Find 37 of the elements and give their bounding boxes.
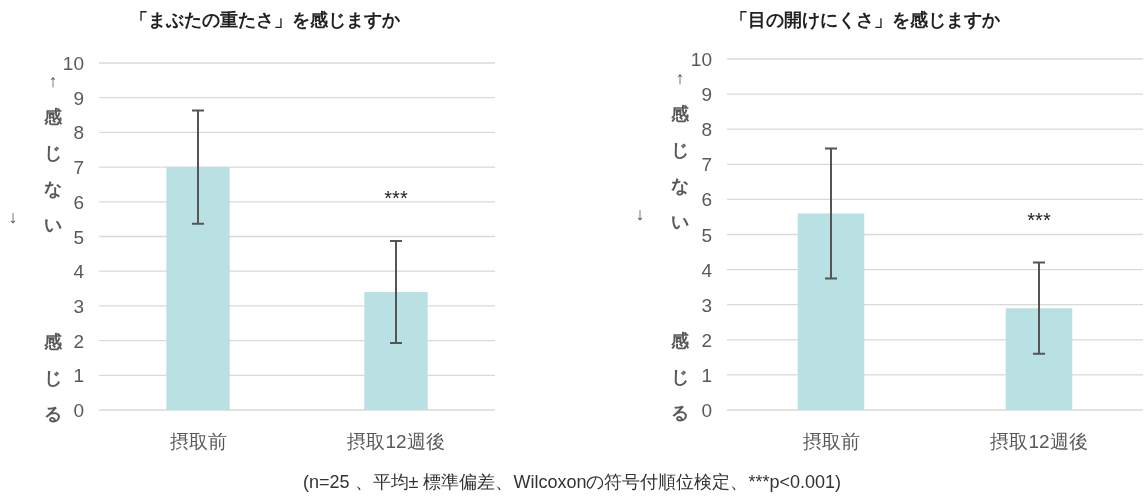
y-tick-label: 5: [701, 224, 712, 246]
y-tick-label: 9: [701, 84, 712, 106]
y-tick-label: 1: [701, 364, 712, 386]
text: ↑感じない: [670, 67, 690, 232]
y-tick-label: 10: [690, 49, 712, 70]
y-tick-label: 3: [701, 294, 712, 316]
text: ↓: [635, 204, 645, 225]
chart-title: 「まぶたの重たさ」を感じますか: [130, 10, 401, 30]
text: 感じる: [670, 330, 690, 423]
text: ↓: [8, 206, 18, 227]
y-tick-label: 0: [73, 400, 84, 421]
y-tick-label: 2: [73, 330, 84, 352]
y-tick-label: 7: [73, 157, 84, 179]
y-tick-label: 4: [701, 259, 713, 281]
y-tick-label: 9: [73, 87, 84, 109]
y-tick-label: 1: [73, 365, 84, 387]
y-tick-label: 4: [73, 261, 85, 283]
y-tick-label: 10: [62, 53, 84, 74]
x-tick-label: 摂取12週後: [347, 431, 445, 452]
x-tick-label: 摂取前: [802, 431, 860, 452]
y-tick-label: 0: [701, 400, 712, 421]
chart-title: 「目の開けにくさ」を感じますか: [730, 10, 1001, 30]
y-tick-label: 5: [73, 226, 84, 248]
y-tick-label: 6: [701, 189, 712, 211]
annotation: ***: [384, 187, 408, 210]
annotation: ***: [1027, 208, 1051, 231]
text: ↑感じない: [43, 71, 63, 236]
x-tick-label: 摂取前: [169, 431, 227, 452]
text: (n=25 、平均± 標準偏差、Wilcoxonの符号付順位検定、***p<0.001): [302, 472, 842, 492]
y-tick-label: 7: [701, 154, 712, 176]
y-tick-label: 8: [701, 119, 712, 141]
x-tick-label: 摂取12週後: [990, 431, 1088, 452]
text: 感じる: [43, 331, 63, 424]
y-tick-label: 6: [73, 191, 84, 213]
y-tick-label: 2: [701, 329, 712, 351]
y-tick-label: 8: [73, 122, 84, 144]
y-tick-label: 3: [73, 295, 84, 317]
